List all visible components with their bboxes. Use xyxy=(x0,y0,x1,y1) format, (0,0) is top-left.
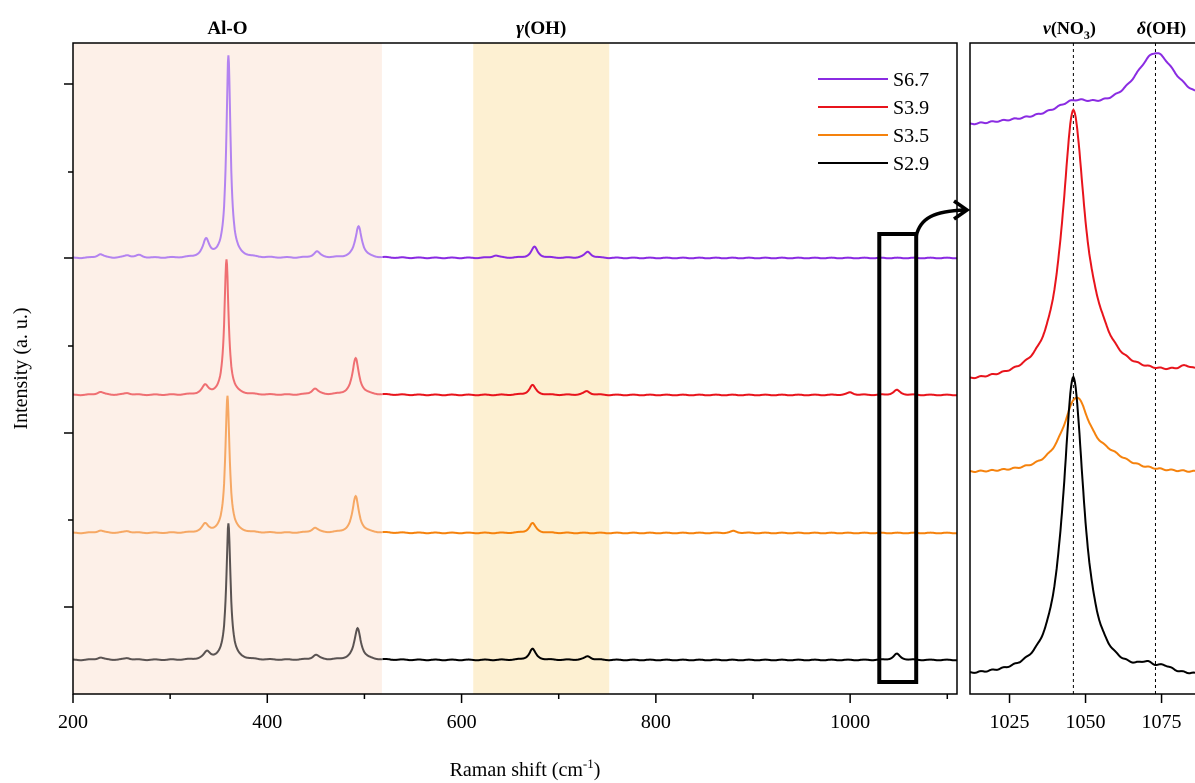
magnify-arrowhead xyxy=(953,199,971,221)
legend: S6.7 S3.9 S3.5 S2.9 xyxy=(818,69,929,175)
band-0 xyxy=(73,43,382,694)
nu-label-sub: 3 xyxy=(1084,28,1090,42)
band-label-al-o: Al-O xyxy=(207,18,247,39)
legend-label-S3.9: S3.9 xyxy=(893,97,929,119)
highlight-bands xyxy=(73,43,610,694)
delta-label-rest: (OH) xyxy=(1146,18,1186,39)
series-line-S3.9-tail xyxy=(382,383,958,397)
x-tick-label: 800 xyxy=(641,711,671,733)
nu-label-main: (NO xyxy=(1051,18,1084,39)
inset-series-line-S2.9 xyxy=(969,374,1195,675)
series-line-S6.7-tail xyxy=(382,245,957,260)
series-line-S3.5 xyxy=(72,395,383,535)
nu-symbol: ν xyxy=(1043,18,1052,38)
main-plot-frame xyxy=(72,42,958,695)
main-spectrum-panel: 200 400 600 800 1000 S6.7 S3.9 S3.5 S2.9 Al-O γ… xyxy=(10,18,971,781)
band-label-gamma-rest: (OH) xyxy=(524,18,566,39)
inset-series-lines xyxy=(969,52,1195,675)
series-line-S6.7 xyxy=(73,55,383,260)
x-axis-label-sup: -1 xyxy=(583,756,594,771)
inset-axis-ticks: 1025 1050 1075 xyxy=(990,694,1182,733)
main-series-lines xyxy=(72,55,958,662)
inset-spectrum-panel: 1025 1050 1075 ν(NO3) δ(OH) xyxy=(969,18,1195,733)
magnified-region-box xyxy=(877,232,919,684)
delta-symbol: δ xyxy=(1137,18,1146,38)
inset-reference-lines xyxy=(1072,43,1156,694)
band-1 xyxy=(473,43,610,694)
series-line-S2.9 xyxy=(72,523,383,662)
x-tick-label: 600 xyxy=(447,711,477,733)
series-line-S3.5-tail xyxy=(382,521,957,535)
nu-no3-label: ν(NO3) xyxy=(1043,18,1096,42)
inset-series-line-S6.7 xyxy=(969,52,1195,126)
inset-x-tick-label: 1025 xyxy=(990,711,1030,733)
x-axis-label-close: ) xyxy=(594,759,601,781)
x-axis-label: Raman shift (cm-1) xyxy=(450,756,601,781)
inset-series-line-S3.5 xyxy=(969,396,1195,473)
x-tick-label: 200 xyxy=(58,711,88,733)
legend-label-S3.5: S3.5 xyxy=(893,125,929,147)
inset-series-line-S3.9 xyxy=(970,108,1195,380)
inset-x-tick-label: 1075 xyxy=(1142,711,1182,733)
inset-x-tick-label: 1050 xyxy=(1066,711,1106,733)
x-tick-label: 400 xyxy=(252,711,282,733)
legend-label-S6.7: S6.7 xyxy=(893,69,929,91)
band-label-gamma-symbol: γ xyxy=(516,18,524,39)
band-label-gamma-oh: γ(OH) xyxy=(516,18,566,39)
delta-oh-label: δ(OH) xyxy=(1137,18,1186,39)
x-axis-label-main: Raman shift (cm xyxy=(450,759,584,781)
series-line-S2.9-tail xyxy=(382,647,958,662)
inset-plot-frame xyxy=(969,42,1195,695)
y-axis-label: Intensity (a. u.) xyxy=(10,307,32,429)
legend-label-S2.9: S2.9 xyxy=(893,153,929,175)
series-line-S3.9 xyxy=(73,259,383,397)
main-axis-ticks: 200 400 600 800 1000 xyxy=(58,83,949,733)
nu-label-close: ) xyxy=(1090,18,1096,39)
x-tick-label: 1000 xyxy=(830,711,870,733)
magnify-arrow xyxy=(914,208,966,237)
